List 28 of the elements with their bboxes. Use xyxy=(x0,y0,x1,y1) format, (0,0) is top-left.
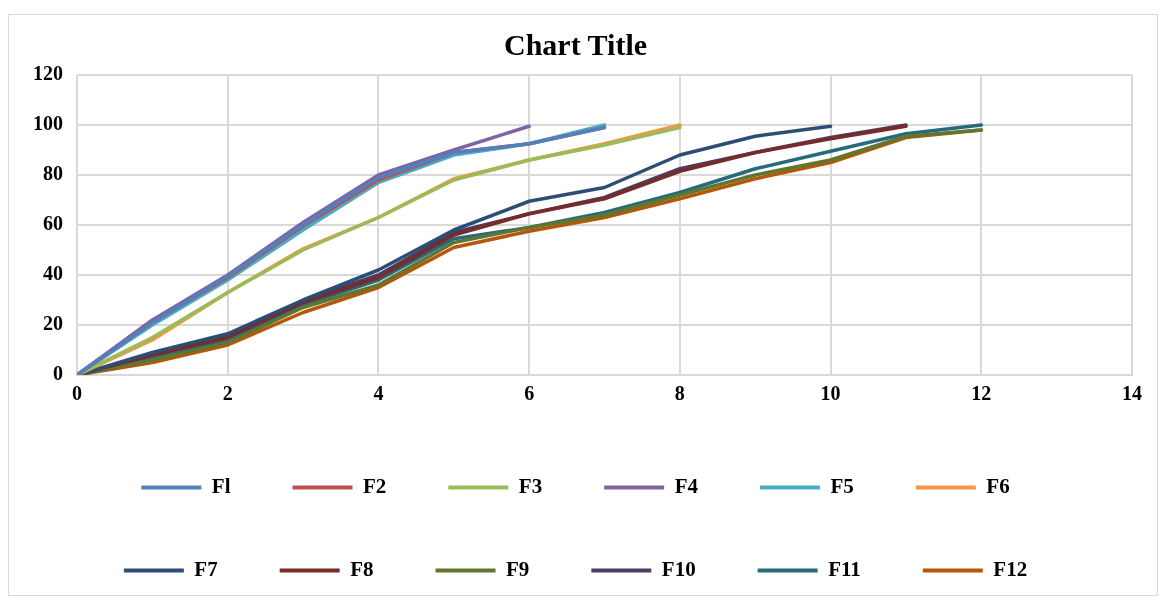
y-tick-label: 60 xyxy=(43,212,63,235)
x-tick-label: 14 xyxy=(1122,382,1142,405)
x-tick-label: 8 xyxy=(674,382,685,405)
y-tick-label: 20 xyxy=(43,312,63,335)
y-tick-label: 0 xyxy=(53,362,63,385)
legend-label: F3 xyxy=(518,473,543,498)
x-tick-label: 10 xyxy=(820,382,841,405)
x-tick-label: 4 xyxy=(373,382,384,405)
x-tick-label: 6 xyxy=(524,382,535,405)
y-tick-label: 100 xyxy=(33,112,63,135)
legend-label: F8 xyxy=(350,556,374,581)
legend-label: F5 xyxy=(830,473,854,498)
x-tick-label: 0 xyxy=(72,382,82,405)
legend-label: F4 xyxy=(674,473,699,498)
legend-label: F11 xyxy=(828,556,861,581)
x-tick-label: 12 xyxy=(971,382,992,405)
y-tick-label: 80 xyxy=(43,162,63,185)
chart-title: Chart Title xyxy=(503,27,648,61)
legend-label: F6 xyxy=(986,473,1010,498)
y-tick-label: 120 xyxy=(33,62,63,85)
legend-label: F10 xyxy=(661,556,696,581)
legend-label: F12 xyxy=(993,556,1028,581)
legend-label: F7 xyxy=(194,556,218,581)
y-tick-label: 40 xyxy=(43,262,63,285)
legend-label: Fl xyxy=(211,473,231,498)
legend-label: F9 xyxy=(506,556,530,581)
x-tick-label: 2 xyxy=(222,382,233,405)
legend-label: F2 xyxy=(363,473,387,498)
